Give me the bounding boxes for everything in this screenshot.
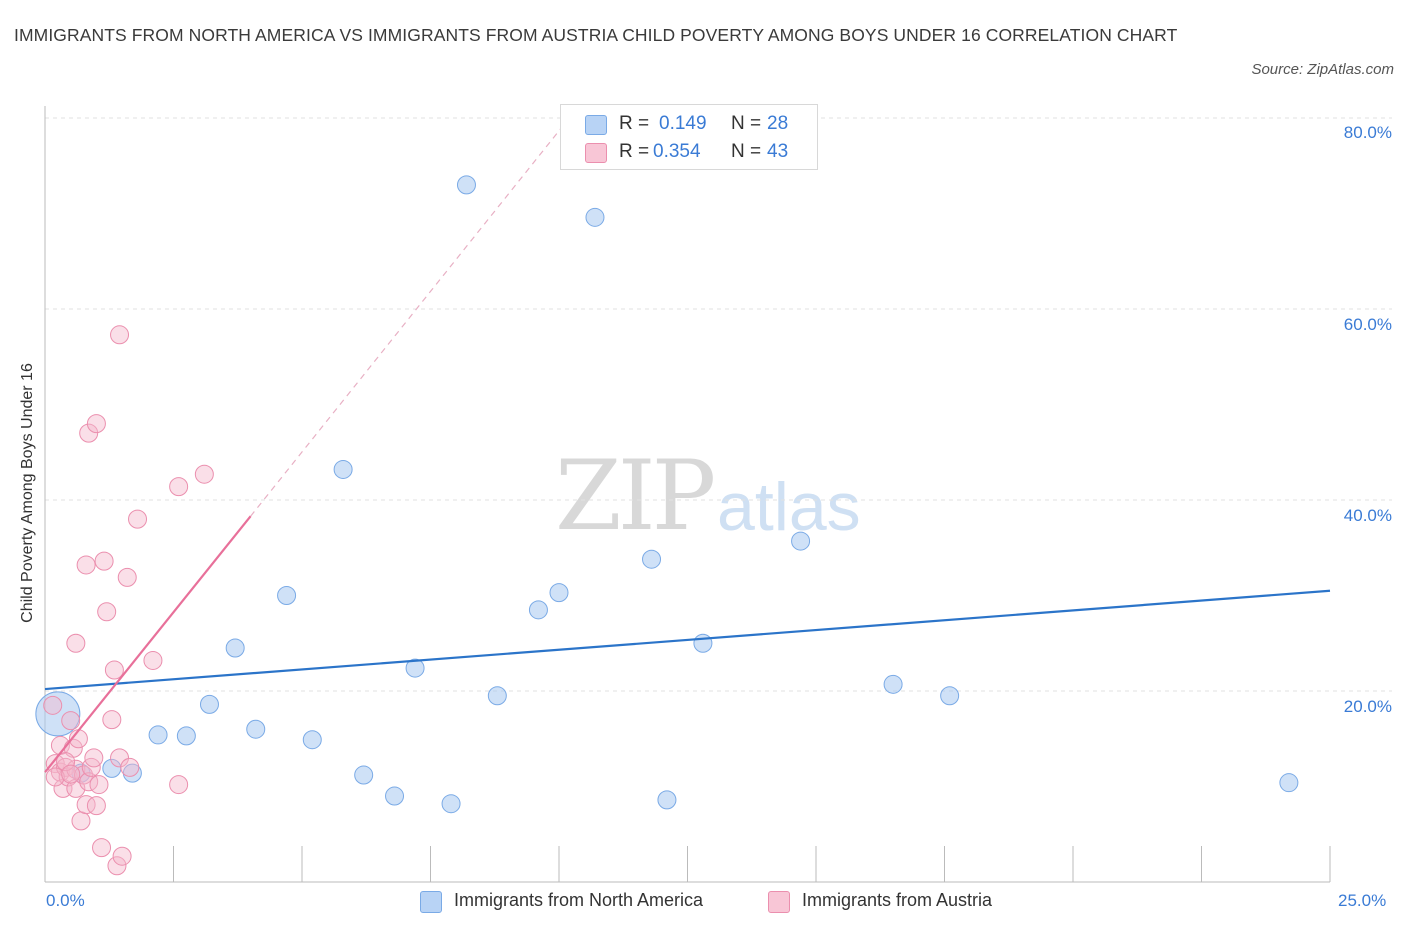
data-point-north-america <box>528 600 548 620</box>
data-point-austria <box>97 602 117 622</box>
stats-legend: R = 0.149 N = 28 R = 0.354 N = 43 <box>560 104 818 170</box>
data-point-north-america <box>354 765 374 785</box>
y-tick-label: 60.0% <box>1343 315 1392 334</box>
data-point-north-america <box>791 531 811 551</box>
data-point-austria <box>79 423 99 443</box>
legend-r-label: R = <box>619 141 650 162</box>
legend-n-label: N = <box>731 113 762 134</box>
data-point-north-america <box>176 726 196 746</box>
data-point-austria <box>71 811 91 831</box>
y-axis-label: Child Poverty Among Boys Under 16 <box>19 363 36 623</box>
data-point-north-america <box>456 175 476 195</box>
data-point-north-america <box>246 719 266 739</box>
y-tick-label: 40.0% <box>1343 506 1392 525</box>
source-label: Source: ZipAtlas.com <box>1251 61 1394 78</box>
data-point-north-america <box>277 586 297 605</box>
legend-n-label: N = <box>731 141 762 162</box>
data-point-north-america <box>441 794 461 814</box>
data-point-north-america <box>487 686 507 706</box>
data-point-north-america <box>148 725 168 745</box>
data-point-austria <box>76 795 96 815</box>
data-point-austria <box>61 764 81 784</box>
data-point-austria <box>169 775 189 795</box>
data-point-austria <box>143 650 163 670</box>
data-point-austria <box>120 757 140 777</box>
data-point-austria <box>61 711 81 731</box>
data-point-north-america <box>940 686 960 706</box>
data-point-austria <box>43 695 63 715</box>
x-tick-label-max: 25.0% <box>1338 891 1387 910</box>
data-point-north-america <box>642 549 662 569</box>
data-point-north-america <box>333 459 353 479</box>
trend-line-austria <box>44 515 252 773</box>
legend-r-label: R = <box>619 113 650 134</box>
data-point-austria <box>112 846 132 866</box>
data-point-north-america <box>657 790 677 810</box>
legend-r-value: 0.149 <box>659 113 707 134</box>
legend-n-value: 43 <box>767 141 789 162</box>
data-point-austria <box>86 796 106 816</box>
data-point-austria <box>107 856 127 876</box>
data-point-austria <box>89 775 109 795</box>
legend-label: Immigrants from Austria <box>802 890 993 910</box>
data-point-austria <box>86 414 106 434</box>
legend-swatch-pink <box>585 143 607 163</box>
data-point-north-america <box>1279 773 1299 793</box>
data-point-austria <box>104 660 124 680</box>
data-point-austria <box>84 748 104 768</box>
legend-n-value: 28 <box>767 113 789 134</box>
data-point-austria <box>92 838 112 858</box>
trend-line-north-america <box>44 589 1331 691</box>
data-point-north-america <box>199 694 219 714</box>
chart-title: IMMIGRANTS FROM NORTH AMERICA VS IMMIGRA… <box>14 25 1178 45</box>
watermark-atlas: atlas <box>717 469 861 545</box>
data-point-austria <box>66 633 86 653</box>
x-tick-label-min: 0.0% <box>46 891 85 910</box>
data-point-north-america <box>225 638 245 658</box>
legend-swatch-blue <box>420 891 442 913</box>
data-point-north-america <box>35 691 81 737</box>
data-point-north-america <box>693 633 713 653</box>
data-point-austria <box>94 551 114 571</box>
data-point-austria <box>56 752 76 772</box>
data-point-north-america <box>302 730 322 750</box>
data-point-austria <box>194 464 214 484</box>
data-point-austria <box>76 555 96 575</box>
data-point-austria <box>128 509 148 529</box>
data-point-north-america <box>549 583 569 603</box>
data-point-austria <box>45 767 65 787</box>
data-point-austria <box>117 567 137 587</box>
legend-r-value: 0.354 <box>653 141 701 162</box>
legend-label: Immigrants from North America <box>454 890 704 910</box>
data-point-north-america <box>585 207 605 227</box>
data-point-austria <box>110 748 130 768</box>
y-tick-label: 80.0% <box>1343 123 1392 142</box>
y-tick-label: 20.0% <box>1343 697 1392 716</box>
data-point-austria <box>110 325 130 345</box>
data-point-north-america <box>883 674 903 694</box>
watermark-zip: ZIP <box>555 440 716 552</box>
data-point-austria <box>169 477 189 497</box>
trend-line-austria-extension <box>250 117 570 517</box>
legend-swatch-blue <box>585 115 607 135</box>
legend-swatch-pink <box>768 891 790 913</box>
data-point-north-america <box>405 658 425 678</box>
data-point-north-america <box>385 786 405 806</box>
data-point-austria <box>102 710 122 730</box>
